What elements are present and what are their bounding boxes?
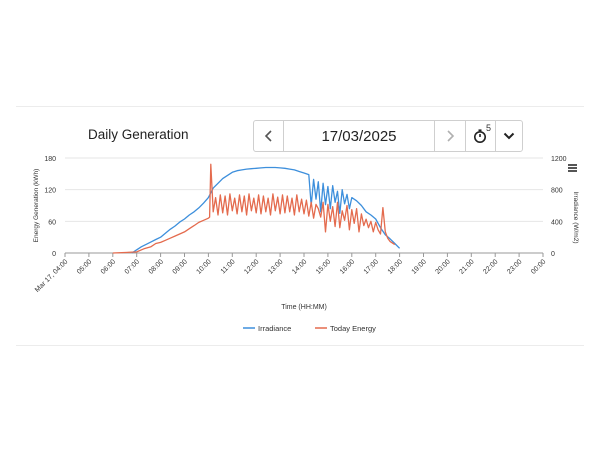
date-display[interactable]: 17/03/2025 [284,121,435,151]
period-button[interactable]: 5 [466,121,496,151]
dropdown-button[interactable] [496,121,522,151]
chevron-left-icon [264,130,272,142]
date-toolbar: 17/03/2025 5 [253,120,523,152]
prev-day-button[interactable] [254,121,284,151]
hamburger-menu-icon[interactable] [568,164,577,172]
chevron-down-icon [503,132,515,140]
period-superscript: 5 [485,123,491,133]
page-title: Daily Generation [88,127,189,142]
stopwatch-icon [473,129,486,143]
generation-card [16,106,584,346]
chevron-right-icon [447,130,455,142]
next-day-button[interactable] [435,121,466,151]
